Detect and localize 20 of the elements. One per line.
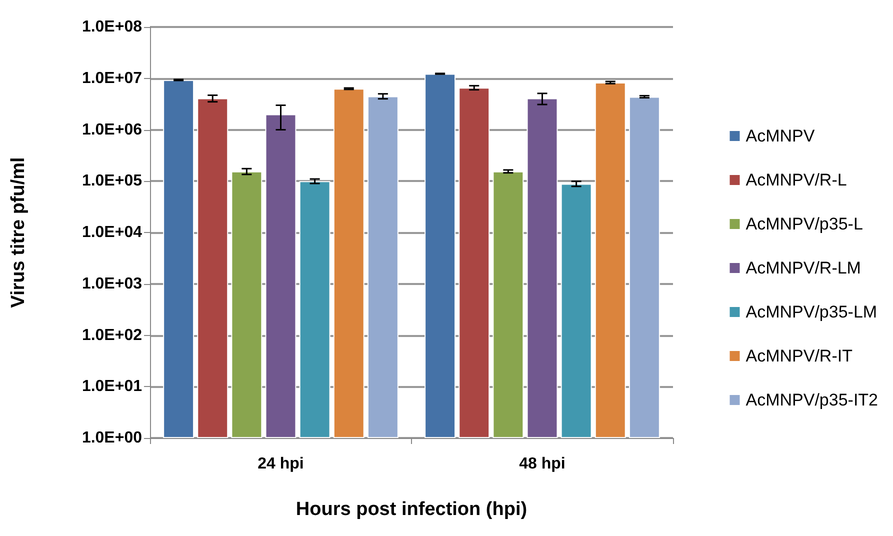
- legend-label: AcMNPV: [746, 126, 816, 146]
- legend-label: AcMNPV/R-L: [746, 170, 847, 190]
- y-tick-label: 1.0E+05: [82, 172, 142, 190]
- y-tick-label: 1.0E+01: [82, 378, 142, 396]
- y-tick-label: 1.0E+03: [82, 275, 142, 292]
- x-axis-title: Hours post infection (hpi): [296, 499, 528, 520]
- y-tick-label: 1.0E+07: [82, 70, 142, 87]
- y-axis-title: Virus titre pfu/ml: [8, 157, 29, 308]
- legend-label: AcMNPV/p35-LM: [746, 302, 878, 322]
- y-tick-label: 1.0E+04: [82, 224, 142, 241]
- x-tick-label: 48 hpi: [519, 456, 566, 472]
- y-tick-label: 1.0E+02: [82, 326, 142, 344]
- legend-label: AcMNPV/R-IT: [746, 346, 852, 366]
- y-tick-label: 1.0E+06: [82, 121, 142, 138]
- y-tick-label: 1.0E+00: [82, 430, 142, 446]
- legend-label: AcMNPV/p35-L: [746, 214, 863, 234]
- y-tick-label: 1.0E+08: [82, 18, 142, 36]
- legend-label: AcMNPV/R-LM: [746, 258, 861, 278]
- legend-label: AcMNPV/p35-IT2: [746, 390, 878, 410]
- x-tick-label: 24 hpi: [258, 456, 304, 472]
